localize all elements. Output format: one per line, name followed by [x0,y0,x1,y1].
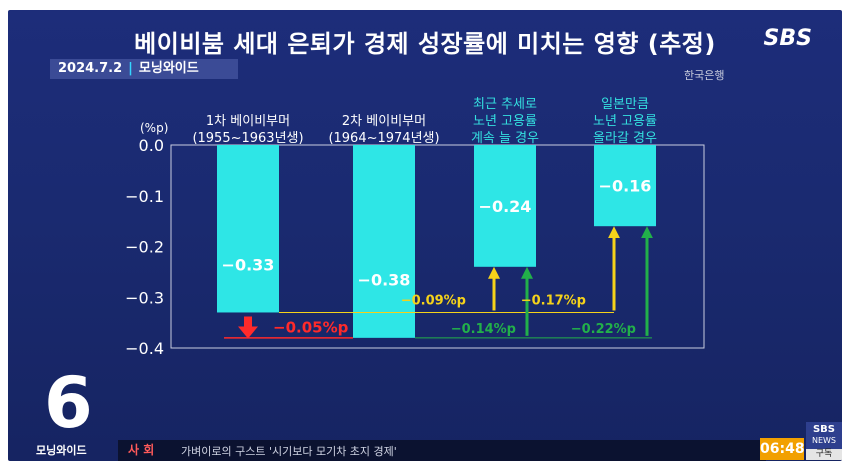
broadcast-date: 2024.7.2 [58,61,123,76]
y-tick-label: −0.1 [125,187,164,206]
broadcast-frame: 베이비붐 세대 은퇴가 경제 성장률에 미치는 영향 (추정) SBS 2024… [8,10,842,461]
bar [474,145,536,267]
bar-value-label: −0.38 [358,270,411,289]
category-label: 일본만큼 [601,97,649,112]
category-label: 노년 고용률 [473,114,537,129]
sbs-logo: SBS [763,26,812,51]
y-axis-label: (%p) [140,121,168,135]
bar-chart: (%p)0.0 −0.1 −0.2 −0.3 −0.4 1차 베이비부머 (1955~196… [125,97,705,358]
y-tick-label: −0.2 [125,238,164,257]
annotation-label: −0.14%p [451,322,516,337]
clock: 06:48 [760,438,805,460]
ticker-category: 사 회 [118,440,183,461]
badge-sbs: SBS [812,424,836,435]
bar-value-label: −0.24 [479,197,532,216]
bar-value-label: −0.16 [599,177,652,196]
chart-title: 베이비붐 세대 은퇴가 경제 성장률에 미치는 영향 (추정) [134,30,716,58]
data-source: 한국은행 [684,69,725,82]
category-label: 계속 늘 경우 [471,131,539,146]
bar [217,145,279,313]
category-label: 최근 추세로 [473,97,537,112]
annotation-label: −0.05%p [273,318,349,336]
channel-number: 6 [44,362,93,444]
badge-news: NEWS [811,436,837,445]
annotation-label: −0.22%p [571,322,636,337]
news-ticker: 가벼이로의 구스트 '시기보다 모기차 초지 경제' [173,440,766,461]
program-name: 모닝와이드 [138,61,199,76]
category-label: 2차 베이비부머 [342,114,426,129]
annotation-label: −0.09%p [401,293,466,308]
bar [353,145,415,338]
annotation-label: −0.17%p [521,293,586,308]
sbs-news-subscribe-badge[interactable]: SBS NEWS 구독 [806,422,842,460]
category-label: 1차 베이비부머 [206,114,290,129]
red-down-arrow-icon [238,316,258,339]
category-label: 노년 고용률 [593,114,657,129]
y-tick-label: −0.3 [125,288,164,307]
plot-frame [170,144,705,349]
separator-bar: | [128,61,133,76]
y-tick-label: −0.4 [125,339,164,358]
channel-label: 모닝와이드 [36,444,87,457]
date-program-box: 2024.7.2 | 모닝와이드 [50,59,238,79]
bar-value-label: −0.33 [222,256,275,275]
subscribe-label[interactable]: 구독 [806,449,842,460]
category-label: 올라갈 경우 [593,131,657,146]
y-tick-label: 0.0 [139,136,164,155]
category-label: (1955~1963년생) [192,131,303,146]
bar [594,145,656,227]
category-label: (1964~1974년생) [328,131,439,146]
